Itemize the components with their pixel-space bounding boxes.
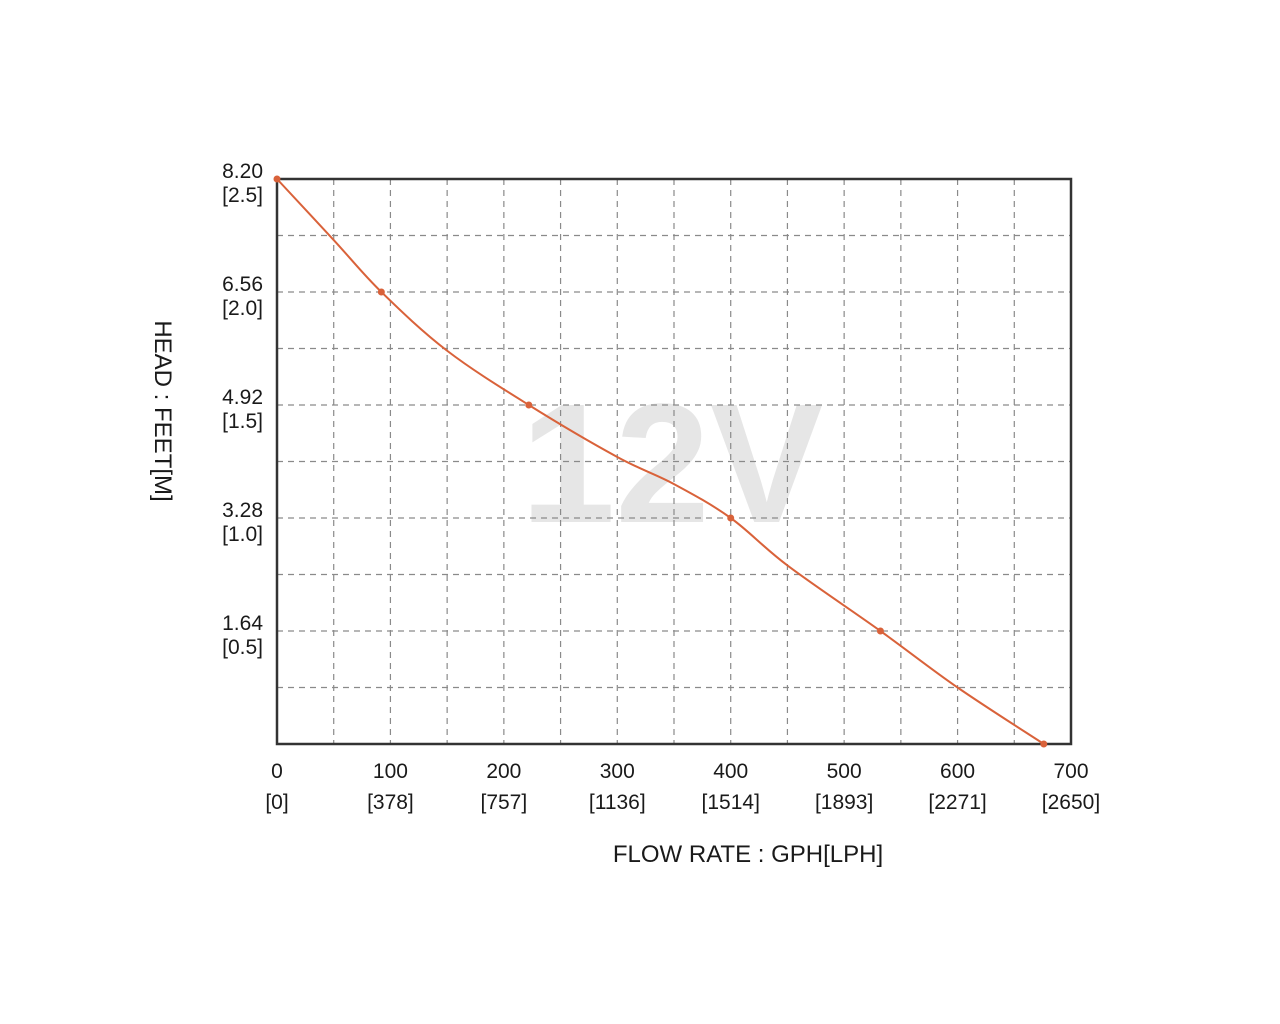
x-tick-label-gph: 700	[1053, 760, 1088, 783]
y-tick-label-meters: [2.0]	[222, 297, 263, 320]
x-tick-label-gph: 500	[827, 760, 862, 783]
x-tick-label-gph: 200	[486, 760, 521, 783]
x-tick-label-lph: [1514]	[702, 791, 760, 814]
x-tick-label-gph: 400	[713, 760, 748, 783]
x-tick-label-gph: 0	[271, 760, 283, 783]
x-tick-label-gph: 100	[373, 760, 408, 783]
data-point	[525, 401, 533, 409]
y-axis-ticks: 8.20[2.5] 6.56[2.0] 4.92[1.5] 3.28[1.0] 1.64…	[222, 160, 263, 659]
x-tick-label-gph: 600	[940, 760, 975, 783]
data-point	[377, 288, 385, 296]
x-tick-label-lph: [0]	[265, 791, 288, 814]
grid-lines	[277, 179, 1071, 744]
x-tick-label-lph: [2650]	[1042, 791, 1100, 814]
x-axis-title: FLOW RATE : GPH[LPH]	[613, 841, 883, 868]
x-axis-ticks: 0 [0] 100 [378] 200 [757] 300 [1136] 400 [1514] 50…	[265, 760, 1100, 814]
x-tick-label-lph: [757]	[480, 791, 527, 814]
x-tick-label-lph: [378]	[367, 791, 414, 814]
data-point	[876, 627, 884, 635]
y-tick-label-meters: [1.0]	[222, 523, 263, 546]
data-point	[1040, 740, 1048, 748]
series-layer	[273, 175, 1048, 748]
voltage-watermark: 12V	[521, 369, 823, 559]
y-tick-label-meters: [1.5]	[222, 410, 263, 433]
y-tick-label-meters: [0.5]	[222, 636, 263, 659]
x-tick-label-gph: 300	[600, 760, 635, 783]
y-axis-title: HEAD : FEET[M]	[149, 320, 176, 501]
data-point	[273, 175, 281, 183]
y-tick-label-feet: 1.64	[222, 612, 263, 635]
y-tick-label-meters: [2.5]	[222, 184, 263, 207]
x-tick-label-lph: [1136]	[589, 791, 646, 814]
data-point	[727, 514, 735, 522]
y-tick-label-feet: 6.56	[222, 273, 263, 296]
plot-frame	[275, 177, 1073, 746]
x-tick-label-lph: [2271]	[928, 791, 986, 814]
y-tick-label-feet: 8.20	[222, 160, 263, 183]
x-tick-label-lph: [1893]	[815, 791, 873, 814]
y-tick-label-feet: 4.92	[222, 386, 263, 409]
y-tick-label-feet: 3.28	[222, 499, 263, 522]
